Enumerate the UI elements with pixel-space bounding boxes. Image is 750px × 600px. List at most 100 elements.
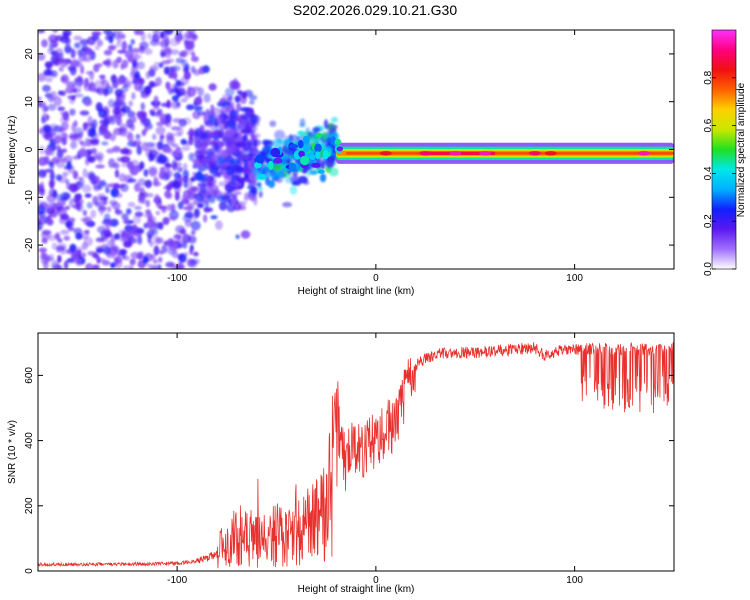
spectrogram-noise-blob	[319, 173, 327, 183]
snr-series-line	[38, 341, 674, 569]
spectrogram-noise-blob	[301, 167, 309, 174]
spectrogram-noise-blob	[60, 229, 70, 235]
spectrogram-noise-blob	[178, 118, 187, 127]
spectrogram-noise-blob	[258, 190, 263, 198]
spectrogram-noise-blob	[71, 251, 79, 260]
spectrogram-noise-blob	[323, 119, 329, 130]
spectrogram-noise-blob	[62, 171, 69, 177]
spectrogram-noise-blob	[96, 63, 103, 68]
spectrogram-noise-blob	[144, 179, 153, 188]
carrier-peak	[379, 151, 392, 156]
spectrogram-noise-blob	[70, 48, 76, 59]
spectrogram-noise-blob	[78, 52, 87, 62]
spectrogram-noise-blob	[101, 126, 109, 134]
spectrogram-noise-blob	[101, 141, 109, 146]
spectrogram-noise-blob	[235, 141, 247, 148]
spectrogram-noise-blob	[173, 233, 182, 240]
spectrogram-noise-blob	[209, 139, 216, 146]
snr-x-tick-label: -100	[167, 575, 187, 586]
spectrogram-noise-blob	[102, 198, 108, 206]
spectrogram-noise-blob	[79, 147, 87, 157]
spectrogram-noise-blob	[177, 166, 183, 173]
spectrogram-noise-blob	[213, 142, 219, 151]
spectrogram-noise-blob	[73, 183, 82, 191]
spectrogram-noise-blob	[73, 227, 83, 235]
spectrogram-noise-blob	[249, 109, 255, 120]
spectrogram-noise-blob	[107, 206, 112, 213]
spectrogram-noise-blob	[138, 251, 145, 259]
spectrogram-noise-blob	[207, 176, 214, 182]
spectrogram-noise-blob	[71, 122, 76, 132]
snr-y-label: SNR (10 * v/v)	[7, 420, 18, 484]
spectrogram-noise-blob	[180, 229, 187, 235]
spectrogram-noise-blob	[183, 163, 188, 171]
spectrogram-noise-blob	[86, 202, 93, 209]
spectrogram-noise-blob	[219, 149, 227, 157]
spectrogram-noise-blob	[269, 120, 277, 127]
spectrogram-noise-blob	[199, 124, 206, 133]
spectrogram-noise-blob	[165, 135, 175, 146]
spectrogram-noise-blob	[158, 170, 166, 180]
spectrogram-noise-blob	[144, 48, 153, 55]
spectrogram-noise-blob	[45, 205, 56, 212]
spectrogram-noise-blob	[49, 171, 55, 182]
spectrogram-transition-blob	[267, 160, 274, 171]
spectrogram-noise-blob	[171, 159, 178, 170]
spectrogram-noise-blob	[184, 63, 190, 72]
spectrogram-noise-blob	[134, 182, 141, 192]
spectrogram-noise-blob	[90, 148, 97, 154]
spectrogram-x-ticks: -100 0 100	[167, 30, 583, 284]
spectrogram-noise-blob	[162, 217, 170, 225]
spectrogram-noise-blob	[230, 178, 238, 186]
spectrogram-noise-blob	[130, 69, 136, 76]
spectrogram-noise-blob	[193, 251, 199, 257]
spectrogram-noise-blob	[42, 84, 51, 92]
spectrogram-noise-blob	[65, 86, 75, 94]
spectrogram-noise-blob	[154, 221, 160, 229]
spectrogram-noise-blob	[209, 125, 216, 131]
spectrogram-noise-blob	[96, 256, 101, 264]
snr-marks	[38, 341, 674, 569]
spectrogram-noise-blob	[55, 174, 63, 182]
spectrogram-noise-blob	[89, 174, 99, 185]
spectrogram-noise-blob	[281, 144, 289, 154]
spectrogram-transition-blob	[300, 155, 310, 166]
spectrogram-noise-blob	[114, 106, 121, 115]
spectrogram-noise-blob	[123, 240, 133, 248]
spectrogram-noise-blob	[233, 135, 244, 143]
colorbar-gradient	[712, 30, 736, 269]
spectrogram-noise-blob	[115, 42, 121, 48]
spectrogram-noise-blob	[147, 123, 153, 130]
spectrogram-noise-blob	[140, 197, 147, 205]
spectrogram-noise-blob	[44, 76, 53, 83]
spectrogram-noise-blob	[95, 164, 105, 169]
spectrogram-noise-blob	[58, 66, 64, 72]
spectrogram-noise-blob	[112, 145, 121, 153]
spectrogram-noise-blob	[196, 133, 201, 139]
spectrogram-noise-blob	[100, 237, 109, 243]
spectrogram-noise-blob	[38, 53, 46, 61]
spectrogram-noise-blob	[149, 65, 159, 72]
spectrogram-noise-blob	[175, 57, 185, 64]
spectrogram-noise-blob	[183, 71, 191, 80]
spectrogram-noise-blob	[79, 39, 89, 46]
spectrogram-noise-blob	[153, 95, 159, 105]
spectrogram-noise-blob	[69, 61, 79, 67]
spectrogram-noise-blob	[63, 260, 69, 269]
spectrogram-noise-blob	[69, 108, 76, 116]
spectrogram-noise-blob	[105, 187, 110, 194]
spectrogram-noise-blob	[110, 242, 117, 251]
spectrogram-noise-blob	[64, 220, 75, 227]
spectrogram-noise-blob	[41, 237, 48, 244]
spectrogram-noise-blob	[197, 202, 204, 208]
spectrogram-noise-blob	[236, 177, 246, 183]
snr-y-tick-label: 200	[24, 497, 35, 514]
spectrogram-noise-blob	[46, 130, 57, 137]
spectrogram-y-tick-label: 20	[24, 48, 35, 60]
spectrogram-noise-blob	[89, 138, 100, 145]
spectrogram-y-label: Frequency (Hz)	[7, 116, 18, 185]
spectrogram-noise-blob	[158, 62, 164, 68]
spectrogram-noise-blob	[114, 88, 123, 97]
spectrogram-transition-blob	[273, 157, 283, 164]
spectrogram-transition-blob	[322, 149, 329, 160]
